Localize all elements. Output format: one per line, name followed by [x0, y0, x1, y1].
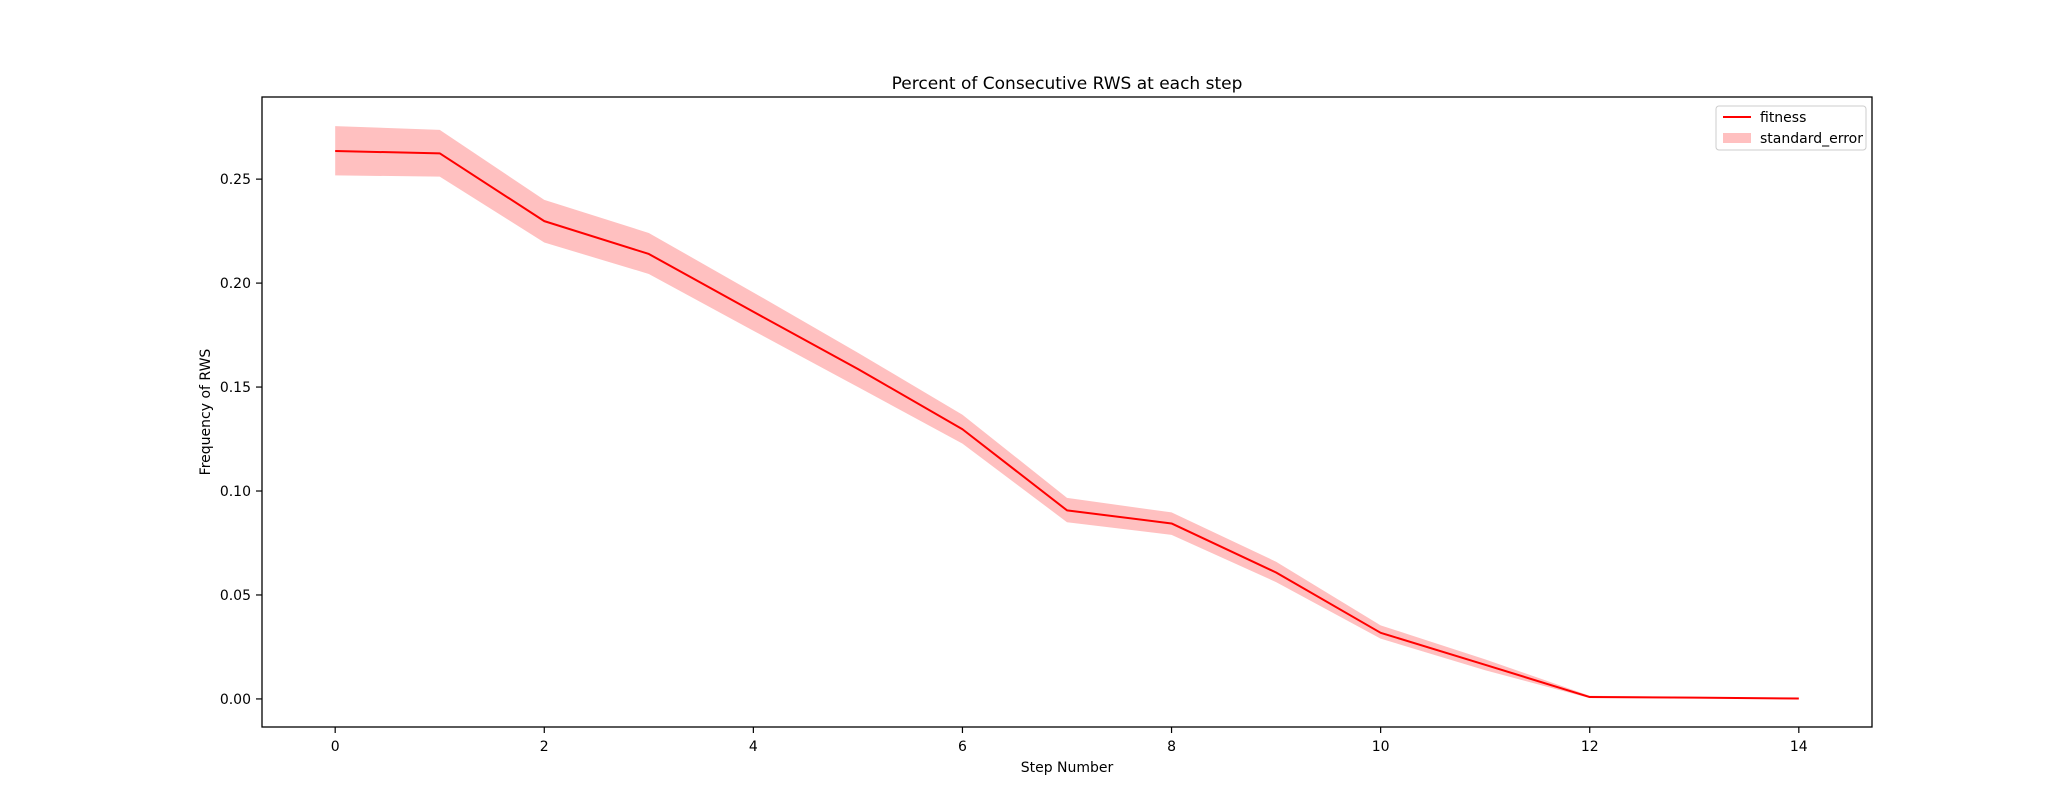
fitness-line-layer — [335, 150, 1799, 700]
plot-frame — [261, 96, 1873, 728]
x-tick-label: 12 — [1581, 739, 1599, 755]
standard-error-band-layer — [335, 126, 1799, 699]
x-tick-label: 6 — [958, 739, 967, 755]
x-tick-label: 8 — [1167, 739, 1176, 755]
x-tick-label: 4 — [749, 739, 758, 755]
legend-fitness-label: fitness — [1760, 110, 1806, 126]
x-tick-label: 2 — [540, 739, 549, 755]
legend-box — [1715, 105, 1867, 151]
y-tick-label: 0.20 — [220, 276, 251, 292]
x-tick-label: 0 — [331, 739, 340, 755]
legend-standard-error-label: standard_error — [1760, 131, 1863, 147]
y-tick-label: 0.25 — [220, 172, 251, 188]
legend-standard-error-swatch — [1723, 133, 1751, 143]
x-axis: 0 2 4 6 8 10 12 14 — [331, 727, 1808, 755]
y-tick-label: 0.05 — [220, 588, 251, 604]
legend: fitness standard_error — [1715, 105, 1867, 151]
chart-title: Percent of Consecutive RWS at each step — [892, 74, 1243, 94]
fitness-line — [335, 150, 1799, 700]
x-tick-label: 10 — [1372, 739, 1390, 755]
y-tick-label: 0.15 — [220, 380, 251, 396]
y-tick-label: 0.10 — [220, 484, 251, 500]
x-axis-label: Step Number — [1021, 760, 1114, 776]
y-axis: 0.00 0.05 0.10 0.15 0.20 0.25 — [220, 172, 262, 708]
x-tick-label: 14 — [1790, 739, 1808, 755]
y-axis-label: Frequency of RWS — [198, 349, 214, 476]
standard-error-band — [335, 126, 1799, 699]
y-tick-label: 0.00 — [220, 692, 251, 708]
